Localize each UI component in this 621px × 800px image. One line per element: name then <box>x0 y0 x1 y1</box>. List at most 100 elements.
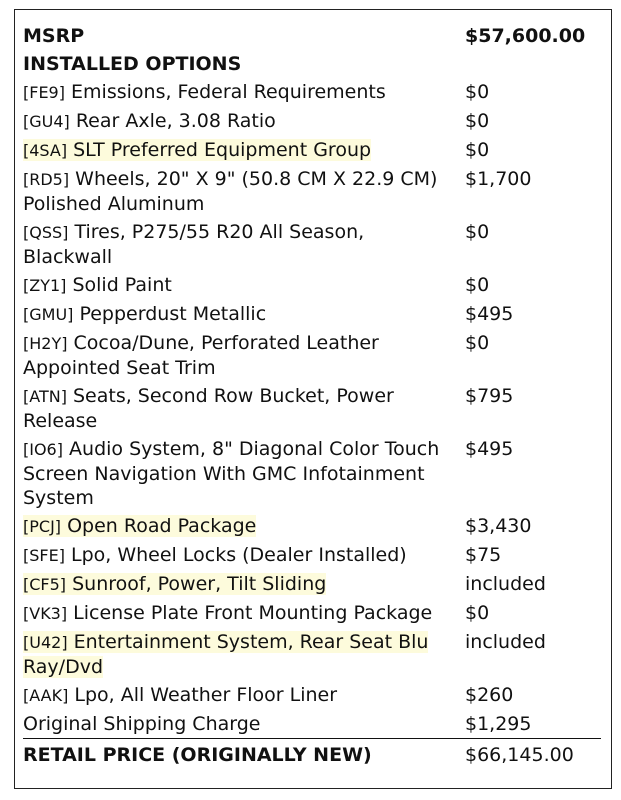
option-name: Rear Axle, 3.08 Ratio <box>75 110 276 132</box>
option-row: [ZY1] Solid Paint $0 <box>23 271 601 300</box>
option-text: [CF5] Sunroof, Power, Tilt Sliding <box>23 573 327 595</box>
option-row: [PCJ] Open Road Package $3,430 <box>23 512 601 541</box>
option-code: [GU4] <box>23 112 70 131</box>
option-name: Lpo, All Weather Floor Liner <box>74 684 338 706</box>
option-name: Pepperdust Metallic <box>79 303 267 325</box>
option-row: [4SA] SLT Preferred Equipment Group $0 <box>23 136 601 165</box>
option-price: included <box>465 573 546 595</box>
option-name: Solid Paint <box>72 274 172 296</box>
option-name: Wheels, 20" X 9" (50.8 CM X 22.9 CM) Pol… <box>23 168 438 215</box>
option-text: [4SA] SLT Preferred Equipment Group <box>23 139 372 161</box>
msrp-value: $57,600.00 <box>465 25 586 47</box>
option-row: [VK3] License Plate Front Mounting Packa… <box>23 599 601 628</box>
option-description: [PCJ] Open Road Package <box>23 512 457 541</box>
option-text: [VK3] License Plate Front Mounting Packa… <box>23 602 432 624</box>
shipping-value: $1,295 <box>465 713 532 735</box>
option-text: [FE9] Emissions, Federal Requirements <box>23 81 386 103</box>
option-price: $0 <box>465 221 490 243</box>
option-code: [FE9] <box>23 83 65 102</box>
option-description: [IO6] Audio System, 8" Diagonal Color To… <box>23 435 457 512</box>
option-code: [ZY1] <box>23 276 67 295</box>
option-name: SLT Preferred Equipment Group <box>73 139 372 161</box>
option-text: [AAK] Lpo, All Weather Floor Liner <box>23 684 337 706</box>
option-row: [U42] Entertainment System, Rear Seat Bl… <box>23 628 601 681</box>
option-name: License Plate Front Mounting Package <box>73 602 433 624</box>
option-description: [RD5] Wheels, 20" X 9" (50.8 CM X 22.9 C… <box>23 165 457 218</box>
option-price: $0 <box>465 602 490 624</box>
installed-options-header: INSTALLED OPTIONS <box>23 50 601 78</box>
option-price: $260 <box>465 684 514 706</box>
option-description: [ZY1] Solid Paint <box>23 271 457 300</box>
option-code: [SFE] <box>23 546 65 565</box>
option-code: [4SA] <box>23 141 68 160</box>
option-description: [FE9] Emissions, Federal Requirements <box>23 78 457 107</box>
option-row: [SFE] Lpo, Wheel Locks (Dealer Installed… <box>23 541 601 570</box>
option-code: [H2Y] <box>23 334 68 353</box>
option-name: Audio System, 8" Diagonal Color Touch Sc… <box>23 438 440 509</box>
option-code: [CF5] <box>23 575 67 594</box>
option-price: $0 <box>465 110 490 132</box>
option-name: Open Road Package <box>67 515 257 537</box>
shipping-label: Original Shipping Charge <box>23 713 261 735</box>
total-label: RETAIL PRICE (ORIGINALLY NEW) <box>23 738 457 769</box>
option-price: $1,700 <box>465 168 532 190</box>
option-text: [RD5] Wheels, 20" X 9" (50.8 CM X 22.9 C… <box>23 168 437 215</box>
option-name: Entertainment System, Rear Seat Blu Ray/… <box>23 631 429 678</box>
option-description: [U42] Entertainment System, Rear Seat Bl… <box>23 628 457 681</box>
option-code: [AAK] <box>23 686 69 705</box>
option-row: [QSS] Tires, P275/55 R20 All Season, Bla… <box>23 218 601 271</box>
option-price: $0 <box>465 332 490 354</box>
option-row: [FE9] Emissions, Federal Requirements $0 <box>23 78 601 107</box>
option-price: $0 <box>465 139 490 161</box>
option-code: [GMU] <box>23 305 74 324</box>
msrp-label: MSRP <box>23 25 85 47</box>
option-description: [SFE] Lpo, Wheel Locks (Dealer Installed… <box>23 541 457 570</box>
total-row: RETAIL PRICE (ORIGINALLY NEW) $66,145.00 <box>23 738 601 769</box>
option-text: [ZY1] Solid Paint <box>23 274 172 296</box>
option-description: [ATN] Seats, Second Row Bucket, Power Re… <box>23 382 457 435</box>
option-name: Cocoa/Dune, Perforated Leather Appointed… <box>23 332 379 379</box>
option-row: [AAK] Lpo, All Weather Floor Liner $260 <box>23 681 601 710</box>
option-description: [CF5] Sunroof, Power, Tilt Sliding <box>23 570 457 599</box>
option-row: [RD5] Wheels, 20" X 9" (50.8 CM X 22.9 C… <box>23 165 601 218</box>
option-row: [GMU] Pepperdust Metallic $495 <box>23 300 601 329</box>
installed-options-label: INSTALLED OPTIONS <box>23 53 242 75</box>
option-text: [SFE] Lpo, Wheel Locks (Dealer Installed… <box>23 544 407 566</box>
shipping-row: Original Shipping Charge $1,295 <box>23 710 601 739</box>
option-row: [CF5] Sunroof, Power, Tilt Sliding includ… <box>23 570 601 599</box>
option-price: $495 <box>465 303 514 325</box>
option-description: [GMU] Pepperdust Metallic <box>23 300 457 329</box>
option-row: [ATN] Seats, Second Row Bucket, Power Re… <box>23 382 601 435</box>
total-value: $66,145.00 <box>457 738 601 769</box>
price-table: MSRP $57,600.00 INSTALLED OPTIONS [FE9] … <box>23 22 601 769</box>
option-description: [VK3] License Plate Front Mounting Packa… <box>23 599 457 628</box>
option-text: [ATN] Seats, Second Row Bucket, Power Re… <box>23 385 394 432</box>
option-code: [U42] <box>23 633 68 652</box>
option-text: [U42] Entertainment System, Rear Seat Bl… <box>23 631 429 678</box>
option-row: [H2Y] Cocoa/Dune, Perforated Leather App… <box>23 329 601 382</box>
window-sticker-box: MSRP $57,600.00 INSTALLED OPTIONS [FE9] … <box>14 9 612 789</box>
option-price: $0 <box>465 81 490 103</box>
option-description: [GU4] Rear Axle, 3.08 Ratio <box>23 107 457 136</box>
option-code: [PCJ] <box>23 517 62 536</box>
option-code: [RD5] <box>23 170 70 189</box>
option-code: [ATN] <box>23 387 67 406</box>
option-text: [GU4] Rear Axle, 3.08 Ratio <box>23 110 276 132</box>
option-row: [GU4] Rear Axle, 3.08 Ratio $0 <box>23 107 601 136</box>
option-text: [GMU] Pepperdust Metallic <box>23 303 266 325</box>
option-text: [IO6] Audio System, 8" Diagonal Color To… <box>23 438 439 509</box>
option-price: included <box>465 631 546 653</box>
option-text: [QSS] Tires, P275/55 R20 All Season, Bla… <box>23 221 364 268</box>
option-name: Tires, P275/55 R20 All Season, Blackwall <box>23 221 365 268</box>
option-description: [AAK] Lpo, All Weather Floor Liner <box>23 681 457 710</box>
option-price: $495 <box>465 438 514 460</box>
option-name: Seats, Second Row Bucket, Power Release <box>23 385 394 432</box>
option-description: [QSS] Tires, P275/55 R20 All Season, Bla… <box>23 218 457 271</box>
option-name: Sunroof, Power, Tilt Sliding <box>72 573 327 595</box>
option-description: [4SA] SLT Preferred Equipment Group <box>23 136 457 165</box>
option-price: $0 <box>465 274 490 296</box>
option-text: [PCJ] Open Road Package <box>23 515 257 537</box>
option-code: [IO6] <box>23 440 63 459</box>
option-name: Emissions, Federal Requirements <box>71 81 386 103</box>
option-row: [IO6] Audio System, 8" Diagonal Color To… <box>23 435 601 512</box>
